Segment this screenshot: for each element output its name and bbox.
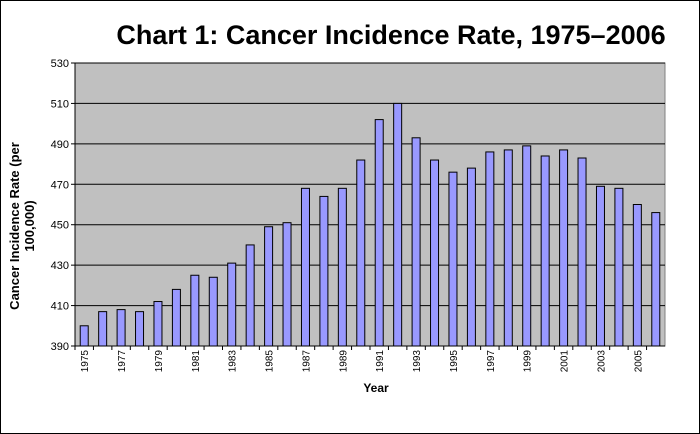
x-tick-label: 2005: [633, 350, 644, 373]
bar-1992: [393, 102, 403, 347]
bar-1979: [153, 301, 163, 347]
bar-1998: [503, 149, 513, 347]
bar-1995: [448, 171, 458, 347]
x-tick-label: 1989: [338, 350, 349, 373]
bar-1983: [227, 262, 237, 347]
x-tick-label: 1997: [486, 350, 497, 373]
bar-1999: [522, 145, 532, 347]
y-tick-label: 510: [51, 98, 69, 110]
y-tick-label: 410: [51, 301, 69, 313]
bar-1989: [337, 187, 347, 347]
bar-1976: [98, 311, 108, 347]
y-tick-label: 490: [51, 139, 69, 151]
bar-1988: [319, 195, 329, 347]
plot-area: [74, 62, 666, 347]
bar-1997: [485, 151, 495, 347]
bar-1975: [79, 325, 89, 347]
bar-2005: [632, 204, 642, 347]
bar-1977: [116, 309, 126, 347]
bar-1986: [282, 222, 292, 347]
x-axis-label: Year: [363, 381, 389, 395]
x-tick-label: 1979: [154, 350, 165, 373]
chart-title: Chart 1: Cancer Incidence Rate, 1975–200…: [116, 20, 666, 50]
bar-1987: [300, 187, 310, 347]
bar-1984: [245, 244, 255, 347]
bar-1981: [190, 274, 200, 347]
bar-2006: [651, 212, 661, 347]
x-tick-label: 1993: [412, 350, 423, 373]
x-tick-label: 2003: [596, 350, 607, 373]
bar-2003: [595, 185, 605, 347]
bar-1996: [466, 167, 476, 347]
bar-2000: [540, 155, 550, 347]
x-tick-label: 1983: [228, 350, 239, 373]
bar-1982: [208, 276, 218, 347]
x-tick-label: 1981: [191, 350, 202, 373]
x-tick-label: 1999: [523, 350, 534, 373]
x-tick-label: 1977: [117, 350, 128, 373]
y-tick-label: 470: [51, 179, 69, 191]
y-tick-label: 530: [51, 58, 69, 70]
y-tick-label: 450: [51, 220, 69, 232]
x-tick-label: 1987: [301, 350, 312, 373]
bar-1991: [374, 119, 384, 347]
y-tick-label: 390: [51, 341, 69, 353]
bar-1980: [171, 288, 181, 347]
x-tick-label: 1991: [375, 350, 386, 373]
x-tick-label: 2001: [560, 350, 571, 373]
x-tick-label: 1995: [449, 350, 460, 373]
bar-2002: [577, 157, 587, 347]
bar-1985: [264, 226, 274, 347]
x-tick-label: 1975: [80, 350, 91, 373]
bar-1994: [430, 159, 440, 347]
bar-2004: [614, 187, 624, 347]
x-tick-label: 1985: [265, 350, 276, 373]
y-tick-label: 430: [51, 260, 69, 272]
bar-1978: [135, 311, 145, 347]
bar-2001: [559, 149, 569, 347]
bar-1990: [356, 159, 366, 347]
bar-1993: [411, 137, 421, 347]
